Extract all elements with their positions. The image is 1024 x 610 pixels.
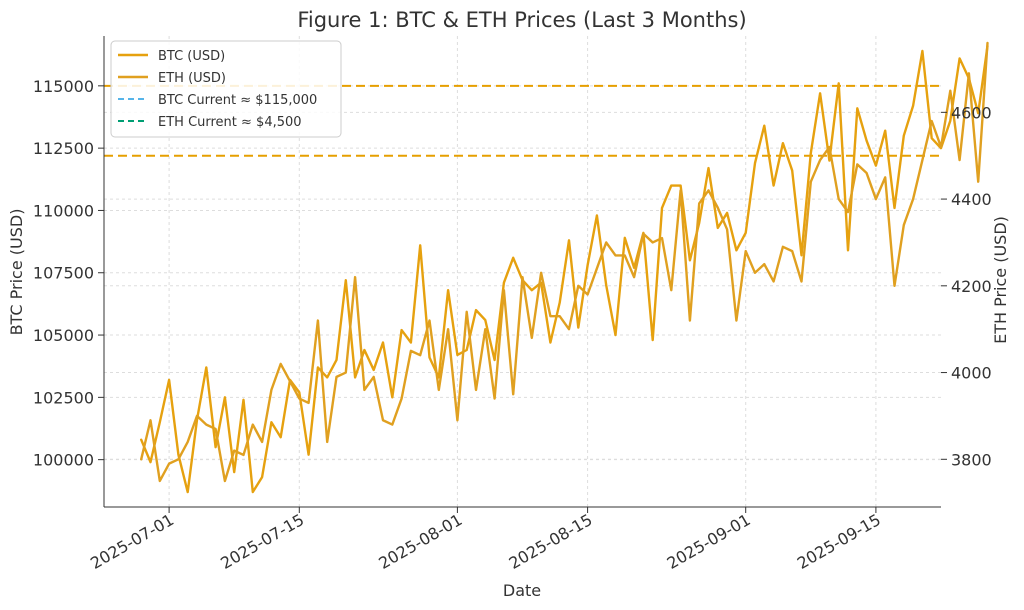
y-tick-label-right: 3800 xyxy=(951,450,992,469)
legend-box xyxy=(110,40,342,138)
axes-layer xyxy=(103,36,941,508)
y-tick-label-left: 112500 xyxy=(33,139,94,158)
y-tick-label-right: 4400 xyxy=(951,190,992,209)
y-tick-label-right: 4000 xyxy=(951,364,992,383)
y-tick-label-left: 115000 xyxy=(33,77,94,96)
y-tick-label-right: 4200 xyxy=(951,277,992,296)
y-tick-label-left: 102500 xyxy=(33,388,94,407)
legend-label-eth-current: ETH Current ≈ $4,500 xyxy=(158,115,302,130)
series-layer xyxy=(139,41,989,494)
legend-label-eth: ETH (USD) xyxy=(158,71,226,86)
chart-title: Figure 1: BTC & ETH Prices (Last 3 Month… xyxy=(297,8,746,32)
y-tick-label-left: 105000 xyxy=(33,326,94,345)
legend-swatches xyxy=(118,53,148,122)
y-tick-label-left: 107500 xyxy=(33,264,94,283)
legend: BTC (USD) ETH (USD) BTC Current ≈ $115,0… xyxy=(110,40,342,138)
y-axis-label-left: BTC Price (USD) xyxy=(7,209,26,336)
legend-label-btc-current: BTC Current ≈ $115,000 xyxy=(158,93,317,108)
y-tick-label-left: 110000 xyxy=(33,201,94,220)
legend-label-btc: BTC (USD) xyxy=(158,49,225,64)
y-tick-label-left: 100000 xyxy=(33,451,94,470)
y-axis-label-right: ETH Price (USD) xyxy=(991,216,1010,344)
x-axis-label: Date xyxy=(503,581,541,600)
btc-series-line xyxy=(139,44,989,494)
eth-series-line xyxy=(139,41,989,483)
y-tick-label-right: 4600 xyxy=(951,103,992,122)
